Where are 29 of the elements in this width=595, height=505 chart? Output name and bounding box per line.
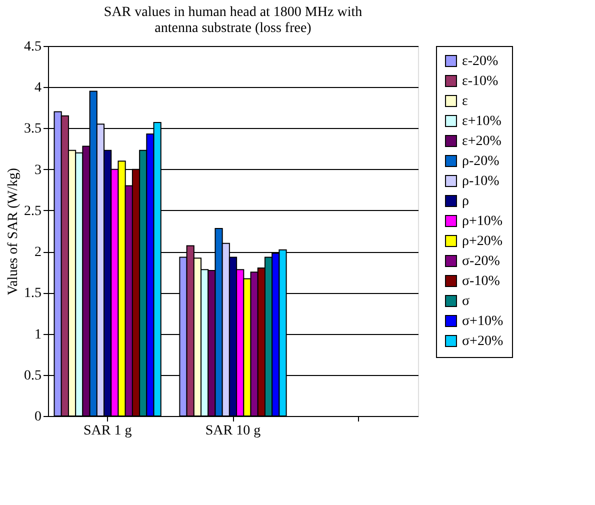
legend-label: σ-10% [462,274,500,289]
y-tick-label: 0.5 [24,368,42,384]
legend-label: ε-20% [462,54,499,69]
y-tick-label: 4 [34,80,42,96]
legend-label: ε+10% [462,114,502,129]
legend-label: ρ+20% [462,234,503,249]
y-tick-label: 4.5 [24,40,42,54]
legend-label: ρ-10% [462,174,500,189]
legend-label: ε [462,94,468,109]
legend-label: σ+10% [462,314,504,329]
y-tick-label: 1.5 [24,286,42,302]
y-tick-label: 1 [34,327,42,342]
chart-title: SAR values in human head at 1800 MHz with antenna substrate (loss free) [104,5,362,36]
x-tick-label: SAR 10 g [205,424,261,438]
legend-label: ρ+10% [462,214,503,229]
legend-label: ρ [462,194,469,209]
legend-label: ε-10% [462,74,499,89]
legend-label: σ+20% [462,334,504,349]
y-tick-label: 3 [34,162,42,178]
y-tick-label: 2 [34,245,42,260]
legend-label: ρ-20% [462,154,500,169]
y-tick-label: 3.5 [24,122,42,137]
y-axis-title: Values of SAR (W/kg) [6,168,21,296]
x-tick-label: SAR 1 g [83,424,132,438]
legend-label: ε+20% [462,134,502,149]
y-tick-label: 2.5 [24,204,42,219]
legend-label: σ-20% [462,254,500,269]
y-tick-label: 0 [34,410,42,424]
legend-label: σ [462,294,470,309]
